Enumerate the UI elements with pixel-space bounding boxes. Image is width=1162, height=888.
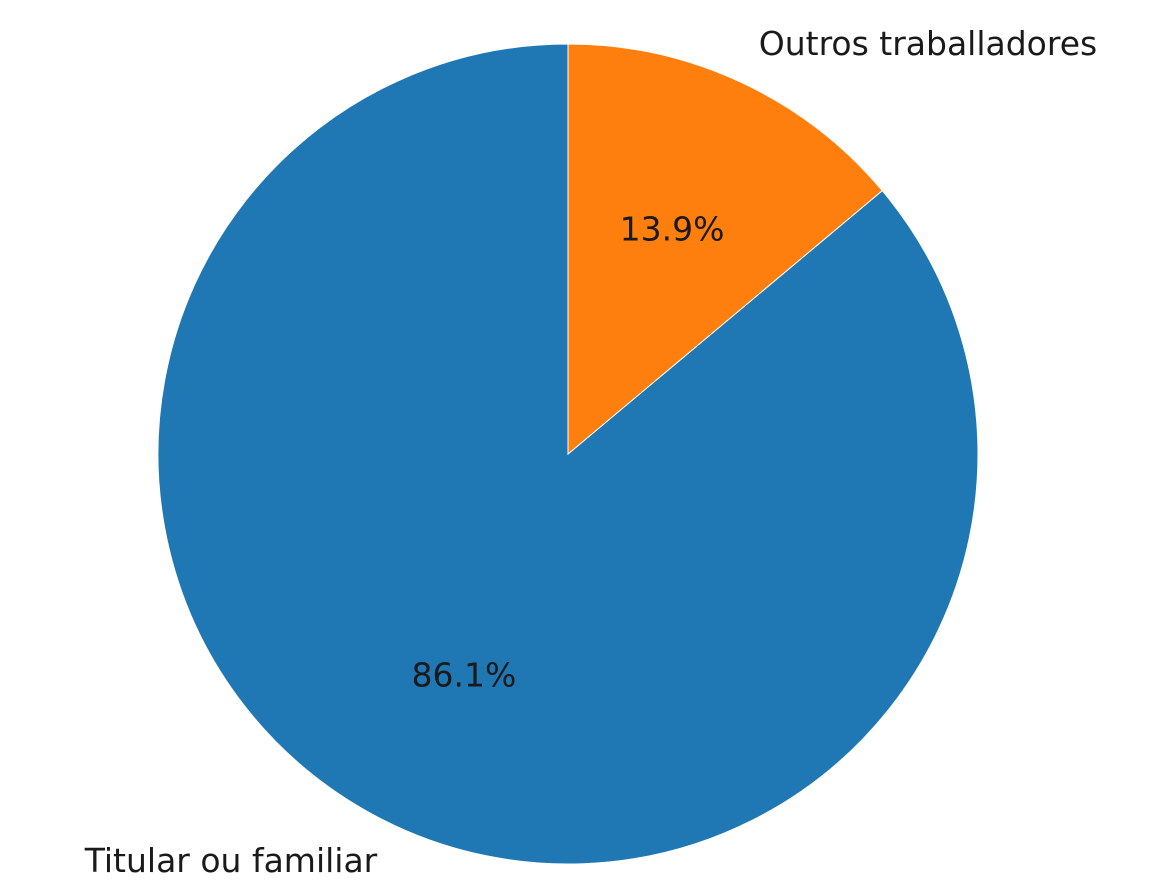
pie-slice bbox=[567, 43, 883, 456]
slice-label: Outros traballadores bbox=[759, 24, 1097, 63]
slice-label: Titular ou familiar bbox=[84, 841, 378, 880]
pie-slice bbox=[157, 43, 979, 865]
value-label: 86.1% bbox=[412, 655, 517, 694]
value-label: 13.9% bbox=[620, 210, 725, 249]
